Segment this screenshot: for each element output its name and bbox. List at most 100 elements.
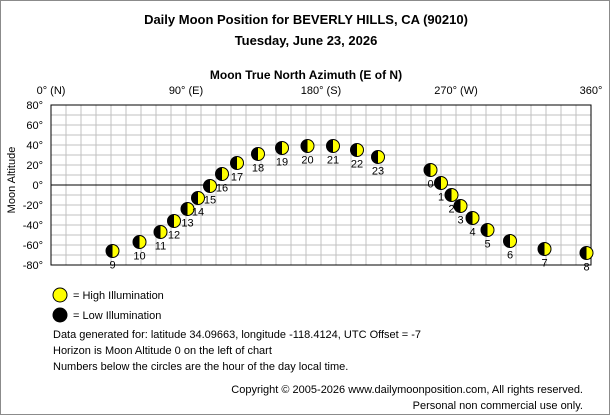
moon-point (180, 202, 195, 216)
moon-dark-half (454, 199, 461, 213)
copyright: Copyright © 2005-2026 www.dailymoonposit… (231, 384, 583, 396)
hour-label: 5 (484, 239, 490, 251)
hour-label: 23 (372, 166, 384, 178)
hour-label: 9 (109, 260, 115, 272)
moon-point (465, 211, 480, 225)
moon-dark-half (371, 150, 378, 164)
moon-dark-half (167, 214, 174, 228)
moon-point (537, 242, 552, 256)
moon-point (300, 139, 315, 153)
legend: = High Illumination = Low Illumination (52, 287, 164, 323)
hour-label: 10 (133, 251, 145, 263)
moon-dark-half (350, 143, 357, 157)
chart-subtitle: Tuesday, June 23, 2026 (235, 33, 378, 48)
y-tick-label: 20° (26, 160, 43, 172)
y-tick-label: 80° (26, 100, 43, 112)
y-tick-label: -80° (23, 260, 43, 272)
info-hours: Numbers below the circles are the hour o… (53, 361, 348, 373)
moon-dark-half (326, 139, 333, 153)
hour-label: 15 (204, 195, 216, 207)
moon-point (275, 141, 289, 155)
moon-dark-half (445, 188, 452, 202)
moon-point (503, 234, 517, 248)
moon-point (350, 143, 364, 157)
x-tick-label: 360° (580, 85, 603, 97)
y-tick-label: 40° (26, 140, 43, 152)
moon-dark-half (466, 211, 473, 225)
moon-dark-half (215, 167, 222, 181)
moon-dark-half (481, 223, 488, 237)
hour-label: 2 (448, 204, 454, 216)
chart-title: Daily Moon Position for BEVERLY HILLS, C… (144, 12, 468, 27)
moon-dark-half (538, 242, 545, 256)
axis-ticks: 0° (N) 90° (E) 180° (S) 270° (W) 360° 80° 6 0° 4… (23, 85, 603, 272)
hour-label: 11 (155, 241, 166, 253)
moon-point (371, 150, 385, 164)
moon-point (191, 191, 205, 205)
legend-low-symbol (52, 307, 68, 323)
hour-label: 6 (507, 250, 513, 262)
y-axis-title: Moon Altitude (6, 147, 18, 214)
legend-high-symbol (52, 287, 68, 303)
moon-dark-half (434, 176, 441, 190)
grid (50, 104, 592, 266)
moon-point (132, 235, 147, 249)
hour-label: 14 (192, 207, 204, 219)
moon-dark-half (181, 202, 188, 216)
moon-point (326, 139, 340, 153)
y-tick-label: -60° (23, 240, 43, 252)
x-tick-label: 90° (E) (169, 85, 203, 97)
x-tick-label: 270° (W) (434, 85, 478, 97)
moon-point (215, 167, 229, 181)
hour-label: 8 (583, 262, 589, 274)
y-tick-label: -40° (23, 220, 43, 232)
moon-point (444, 188, 459, 202)
moon-dark-half (133, 235, 140, 249)
moon-point (579, 246, 594, 260)
hour-label: 12 (168, 230, 180, 242)
moon-point (434, 176, 448, 190)
moon-dark-half (191, 191, 198, 205)
y-tick-label: 0° (32, 180, 43, 192)
hour-label: 19 (276, 157, 288, 169)
hour-label: 1 (438, 192, 444, 204)
legend-high-label: = High Illumination (73, 290, 164, 302)
moon-point (423, 163, 438, 177)
plot-border (50, 104, 592, 266)
hour-label: 22 (351, 159, 363, 171)
hour-label: 0 (427, 179, 433, 191)
moon-dark-half (580, 246, 587, 260)
moon-point (167, 214, 181, 228)
moon-point (453, 199, 468, 213)
moon-point (153, 225, 168, 239)
hour-label: 18 (252, 163, 264, 175)
moon-dark-half (203, 179, 210, 193)
x-tick-label: 0° (N) (37, 85, 66, 97)
moon-point (203, 179, 217, 193)
info-coordinates: Data generated for: latitude 34.09663, l… (53, 329, 421, 341)
hour-label: 16 (216, 183, 228, 195)
moon-dark-half (424, 163, 431, 177)
moon-dark-half (251, 147, 258, 161)
moon-dark-half (301, 139, 308, 153)
moon-dark-half (106, 244, 113, 258)
moon-point (230, 156, 244, 170)
moon-point (480, 223, 495, 237)
hour-label: 3 (457, 215, 463, 227)
hour-label: 7 (541, 258, 547, 270)
legend-low-label: = Low Illumination (73, 310, 161, 322)
moon-dark-half (230, 156, 237, 170)
x-axis-title: Moon True North Azimuth (E of N) (210, 68, 402, 82)
hour-label: 21 (327, 155, 339, 167)
y-tick-label: -20° (23, 200, 43, 212)
moon-dark-half (154, 225, 161, 239)
hour-label: 13 (181, 218, 193, 230)
moon-dark-half (275, 141, 282, 155)
x-tick-label: 180° (S) (301, 85, 341, 97)
moon-dark-half (503, 234, 510, 248)
moon-point (251, 147, 265, 161)
moon-point (105, 244, 120, 258)
